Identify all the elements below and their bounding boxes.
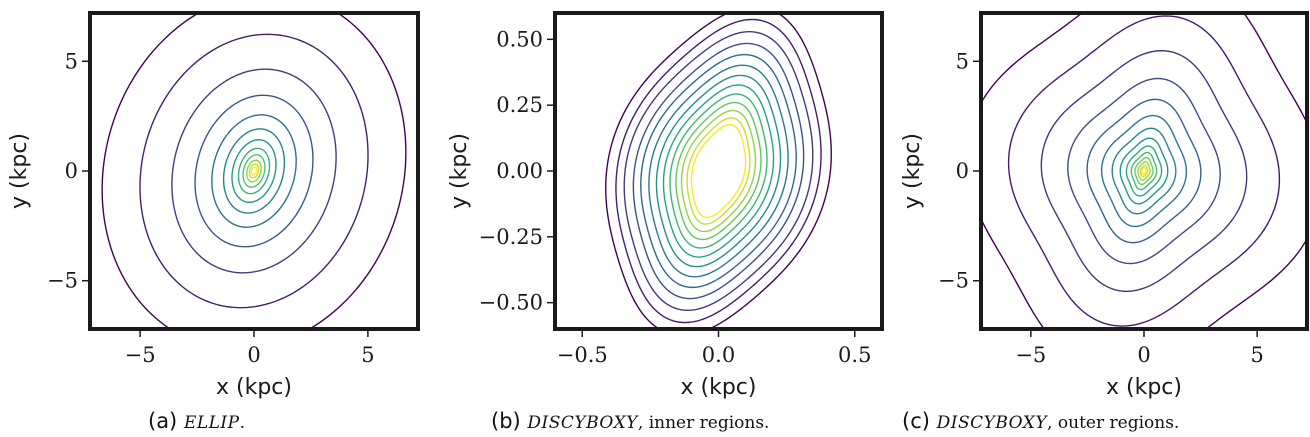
contour-level-9 bbox=[194, 94, 314, 248]
y-tick-label: −5 bbox=[938, 269, 969, 293]
panel-3: −5 0 5 −5 0 5 x (kpc) y (kpc) (c) DISCYBOXY, out… bbox=[900, 11, 1309, 433]
caption-tag: (c) bbox=[902, 409, 937, 433]
contour-level-10 bbox=[632, 42, 805, 300]
contour-level-1 bbox=[690, 123, 747, 219]
y-tick-label: 0 bbox=[956, 159, 969, 183]
x-tick-label: −0.5 bbox=[557, 343, 608, 367]
y-tick-label: 0.50 bbox=[496, 27, 543, 51]
contour-level-2 bbox=[248, 163, 260, 179]
caption-tag: (b) bbox=[491, 409, 527, 433]
caption-model: DISCYBOXY bbox=[936, 413, 1049, 433]
caption-rest: , outer regions. bbox=[1047, 413, 1179, 433]
contour-group bbox=[981, 13, 1307, 329]
x-tick-label: 5 bbox=[1251, 343, 1264, 367]
contour-level-4 bbox=[1134, 156, 1154, 186]
y-axis-label: y (kpc) bbox=[447, 133, 472, 209]
contour-level-1 bbox=[250, 166, 258, 176]
y-tick-label: 0.25 bbox=[496, 93, 543, 117]
contour-level-6 bbox=[662, 84, 775, 258]
x-tick-label: 0.5 bbox=[838, 343, 871, 367]
contour-group bbox=[605, 13, 832, 329]
caption-rest: , inner regions. bbox=[638, 413, 770, 433]
contour-level-1 bbox=[1141, 166, 1147, 176]
contour-level-2 bbox=[686, 117, 751, 225]
contour-level-11 bbox=[623, 31, 814, 311]
x-tick-label: 0.0 bbox=[702, 343, 735, 367]
y-axis-label: y (kpc) bbox=[900, 133, 925, 209]
contour-level-13 bbox=[1007, 15, 1281, 327]
panel-caption: (b) DISCYBOXY, inner regions. bbox=[491, 409, 769, 433]
contour-level-4 bbox=[675, 101, 762, 241]
contour-level-12 bbox=[1040, 49, 1248, 293]
contour-level-11 bbox=[1067, 77, 1221, 265]
contour-level-8 bbox=[1111, 127, 1177, 215]
y-tick-label: 5 bbox=[956, 49, 969, 73]
contour-level-9 bbox=[640, 53, 797, 289]
contour-level-7 bbox=[655, 74, 782, 268]
contour-level-4 bbox=[242, 154, 266, 188]
plot-frame bbox=[553, 11, 884, 331]
contour-level-9 bbox=[1100, 114, 1188, 228]
contour-level-11 bbox=[139, 33, 369, 309]
y-axis-label: y (kpc) bbox=[7, 133, 32, 209]
contour-level-6 bbox=[231, 139, 277, 203]
contour-level-12 bbox=[615, 18, 822, 324]
y-tick-label: 0.00 bbox=[496, 159, 543, 183]
caption-model: ELLIP bbox=[183, 413, 240, 433]
contour-level-6 bbox=[1125, 145, 1163, 197]
contour-level-3 bbox=[246, 159, 262, 183]
contour-level-5 bbox=[669, 93, 768, 249]
x-tick-label: −5 bbox=[125, 343, 156, 367]
y-tick-label: 5 bbox=[65, 49, 78, 73]
contour-level-7 bbox=[222, 128, 286, 214]
contour-level-7 bbox=[1119, 137, 1169, 205]
x-axis-label: x (kpc) bbox=[681, 375, 757, 400]
caption-tag: (a) bbox=[148, 409, 184, 433]
contour-level-8 bbox=[648, 64, 789, 278]
x-tick-label: 0 bbox=[247, 343, 260, 367]
contour-level-8 bbox=[211, 114, 297, 228]
contour-level-3 bbox=[680, 109, 757, 233]
contour-level-5 bbox=[237, 147, 271, 195]
contour-level-10 bbox=[1086, 98, 1202, 244]
contour-level-2 bbox=[1139, 164, 1149, 178]
x-tick-label: 0 bbox=[1137, 343, 1150, 367]
y-tick-label: 0 bbox=[65, 159, 78, 183]
x-tick-label: 5 bbox=[361, 343, 374, 367]
contour-level-5 bbox=[1130, 151, 1158, 191]
caption-rest: . bbox=[240, 413, 245, 433]
contour-level-14 bbox=[981, 13, 1307, 329]
panel-caption: (c) DISCYBOXY, outer regions. bbox=[902, 409, 1179, 433]
contour-level-10 bbox=[171, 68, 337, 274]
contour-group bbox=[101, 13, 407, 329]
plot-frame bbox=[979, 11, 1309, 331]
y-tick-label: −5 bbox=[47, 269, 78, 293]
x-tick-label: −5 bbox=[1015, 343, 1046, 367]
caption-model: DISCYBOXY bbox=[526, 413, 639, 433]
contour-level-13 bbox=[605, 13, 832, 329]
panel-1: −5 0 5 −5 0 5 x (kpc) y (kpc) (a) ELLIP. bbox=[7, 11, 420, 433]
panel-caption: (a) ELLIP. bbox=[148, 409, 245, 433]
y-tick-label: −0.25 bbox=[479, 225, 543, 249]
contour-level-3 bbox=[1137, 161, 1151, 181]
y-tick-label: −0.50 bbox=[479, 291, 543, 315]
panel-2: −0.5 0.0 0.5 −0.50 −0.25 0.00 0.25 0.50 x (kpc) y… bbox=[447, 11, 884, 433]
x-axis-label: x (kpc) bbox=[216, 375, 292, 400]
contour-level-12 bbox=[101, 13, 407, 329]
plot-frame bbox=[88, 11, 420, 331]
x-axis-label: x (kpc) bbox=[1106, 375, 1182, 400]
